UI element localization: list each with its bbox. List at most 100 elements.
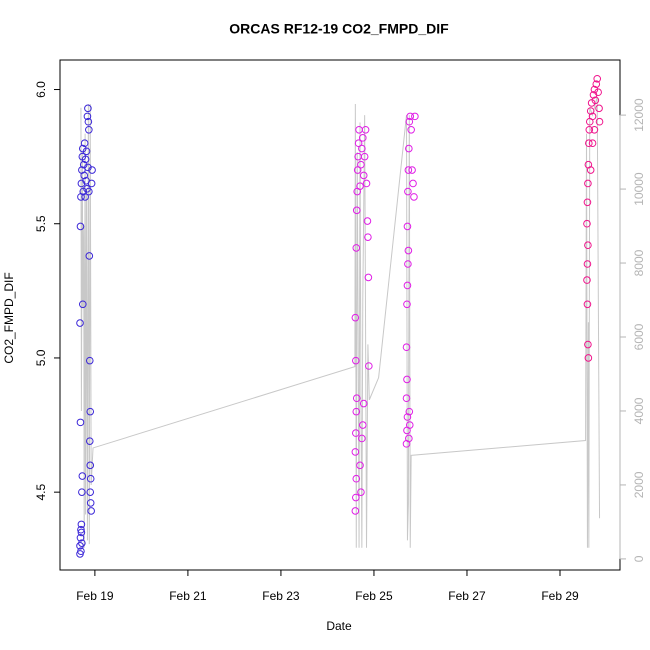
point xyxy=(405,434,413,443)
point xyxy=(86,488,95,496)
point xyxy=(408,166,416,174)
point xyxy=(584,179,592,188)
point xyxy=(583,219,591,228)
y2-tick-label: 8000 xyxy=(632,249,646,276)
y-axis-title: CO2_FMPD_DIF xyxy=(2,272,16,363)
point xyxy=(592,80,601,88)
x-tick-label: Feb 29 xyxy=(541,589,579,603)
point xyxy=(352,407,361,416)
point xyxy=(84,117,93,126)
point xyxy=(77,547,85,556)
point xyxy=(585,125,594,134)
point xyxy=(352,206,361,215)
point xyxy=(583,260,592,268)
point xyxy=(403,281,412,290)
point xyxy=(583,198,592,207)
point xyxy=(78,488,86,496)
point xyxy=(404,260,412,268)
point xyxy=(352,429,360,437)
point xyxy=(356,182,364,190)
point xyxy=(87,507,95,515)
point xyxy=(355,125,363,134)
point xyxy=(356,461,364,470)
point xyxy=(405,144,413,153)
point xyxy=(85,437,94,445)
point xyxy=(365,362,373,370)
point xyxy=(78,472,87,480)
point xyxy=(352,474,361,483)
point xyxy=(358,434,366,443)
point xyxy=(409,179,417,188)
point xyxy=(586,166,595,174)
point xyxy=(88,166,96,174)
point xyxy=(86,407,95,416)
point xyxy=(359,171,368,180)
y2-tick-label: 4000 xyxy=(632,397,646,424)
point xyxy=(76,319,84,327)
point xyxy=(595,117,604,126)
point xyxy=(363,217,372,225)
point xyxy=(362,179,371,188)
y-tick-label: 5.0 xyxy=(34,349,48,366)
y-tick-label: 4.5 xyxy=(34,483,48,500)
point xyxy=(87,179,96,188)
point xyxy=(86,499,95,507)
plot-frame xyxy=(59,59,621,571)
point xyxy=(78,300,87,309)
point xyxy=(77,520,86,529)
point xyxy=(407,125,415,134)
point xyxy=(584,241,592,250)
point xyxy=(402,394,411,403)
point xyxy=(77,525,85,534)
point xyxy=(358,421,367,429)
point xyxy=(354,139,363,148)
point xyxy=(81,193,89,201)
point xyxy=(351,313,360,322)
point xyxy=(76,418,85,427)
point xyxy=(403,375,411,384)
altitude-line xyxy=(80,96,601,548)
point xyxy=(584,354,593,362)
point xyxy=(80,139,89,148)
point xyxy=(594,88,602,97)
point xyxy=(405,407,414,416)
point xyxy=(85,356,94,365)
point xyxy=(79,160,88,169)
point xyxy=(403,300,411,309)
point xyxy=(357,160,365,169)
y2-tick-label: 10000 xyxy=(632,172,646,206)
point xyxy=(351,507,360,515)
point xyxy=(402,343,411,352)
point xyxy=(586,107,595,115)
point xyxy=(86,461,95,470)
point xyxy=(595,104,603,113)
x-axis-title: Date xyxy=(326,619,352,633)
y-tick-label: 5.5 xyxy=(34,215,48,232)
point xyxy=(86,474,95,483)
x-tick-label: Feb 23 xyxy=(262,589,300,603)
point xyxy=(411,112,419,121)
point xyxy=(80,171,88,180)
point xyxy=(84,104,92,113)
x-tick-label: Feb 27 xyxy=(448,589,486,603)
chart-title: ORCAS RF12-19 CO2_FMPD_DIF xyxy=(229,21,449,37)
point xyxy=(85,187,93,196)
point xyxy=(588,112,597,121)
x-tick-label: Feb 21 xyxy=(169,589,207,603)
point xyxy=(585,139,593,148)
point xyxy=(358,134,367,142)
point xyxy=(405,117,414,126)
point xyxy=(78,539,86,547)
point xyxy=(588,139,597,148)
point xyxy=(584,340,592,349)
point xyxy=(406,112,415,121)
point xyxy=(352,394,361,403)
point xyxy=(590,125,599,134)
point xyxy=(352,493,360,502)
point xyxy=(583,300,592,309)
y2-tick-label: 12000 xyxy=(632,98,646,132)
point xyxy=(84,163,92,172)
point xyxy=(83,112,92,121)
point xyxy=(593,74,602,83)
point xyxy=(364,233,372,241)
